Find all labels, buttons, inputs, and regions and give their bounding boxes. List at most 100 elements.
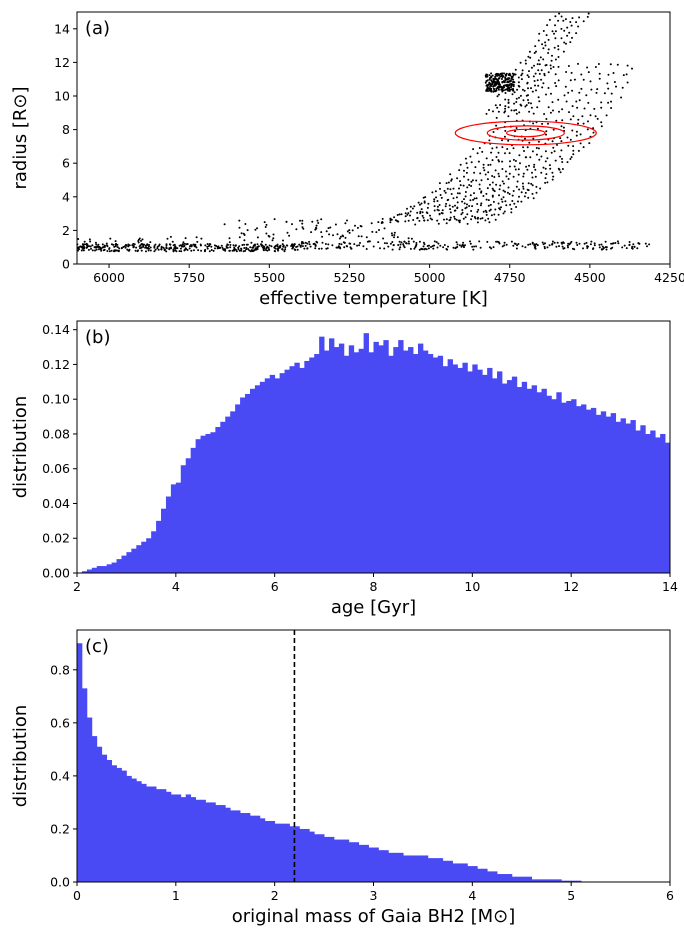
panel-a-point: [590, 88, 593, 91]
panel-a-point: [557, 65, 560, 68]
panel-a-point: [494, 75, 497, 78]
panel-a-point: [511, 194, 514, 197]
panel-a-point: [523, 150, 525, 152]
panel-a-point: [172, 250, 175, 253]
panel-a-point: [560, 149, 563, 152]
panel-a-point: [486, 85, 489, 88]
panel-b-bar: [408, 347, 414, 573]
panel-a-point: [529, 156, 532, 159]
panel-a-point: [508, 165, 511, 168]
panel-c-bar: [230, 810, 236, 882]
panel-a-point: [443, 189, 446, 192]
panel-a-point: [582, 122, 585, 125]
panel-c-bar: [388, 852, 394, 882]
panel-a-point: [338, 237, 341, 240]
panel-a-point: [422, 196, 425, 199]
panel-a-point: [523, 195, 526, 198]
panel-a-point: [403, 246, 406, 249]
panel-a-point: [540, 171, 543, 174]
panel-a-point: [511, 93, 514, 96]
panel-a-point: [550, 92, 552, 95]
panel-a-point: [575, 21, 578, 24]
panel-b-x-ticks: 2 4 6 8 10 12 14: [73, 573, 678, 594]
panel-c-bar: [254, 815, 261, 882]
panel-a-point: [550, 59, 553, 62]
panel-a-point: [598, 72, 601, 75]
panel-a-point: [93, 246, 96, 249]
panel-a-point: [570, 24, 573, 27]
panel-b-bar: [393, 347, 399, 573]
panel-a-point: [445, 222, 448, 225]
panel-c-bar: [309, 831, 315, 882]
panel-a-point: [532, 112, 535, 115]
panel-a-point: [533, 163, 536, 166]
panel-a-point: [268, 244, 271, 247]
panel-a-point: [383, 242, 386, 245]
panel-a-point: [533, 166, 535, 168]
panel-c-bar: [215, 805, 221, 882]
panel-a-point: [460, 213, 463, 216]
panel-a-point: [460, 245, 463, 248]
panel-a-point: [527, 243, 530, 246]
panel-a-point: [544, 181, 547, 184]
panel-b-bar: [571, 399, 577, 573]
panel-c-bars: [77, 643, 582, 882]
panel-a-point: [497, 241, 500, 244]
panel-c-bar: [546, 879, 552, 882]
panel-a-point: [479, 172, 482, 175]
panel-a-point: [462, 241, 465, 244]
panel-a-point: [559, 137, 562, 140]
panel-b-bar: [417, 343, 424, 573]
panel-a-point: [497, 93, 500, 96]
panel-a-point: [505, 243, 508, 246]
panel-a-point: [326, 247, 329, 250]
panel-a-point: [495, 87, 498, 90]
panel-c-bar: [146, 786, 152, 882]
panel-a-point: [489, 163, 492, 166]
panel-a-point: [476, 152, 479, 155]
panel-a-point: [447, 181, 450, 184]
panel-a-point: [304, 241, 307, 244]
panel-c-bar: [492, 871, 498, 882]
panel-a-point: [565, 71, 568, 73]
panel-a-point: [498, 74, 501, 77]
panel-c-bar: [156, 789, 162, 882]
panel-a-point: [183, 242, 186, 245]
panel-a-point: [109, 237, 112, 240]
panel-c-bar: [501, 874, 508, 882]
panel-a-point: [561, 119, 564, 122]
panel-a-point: [497, 172, 500, 175]
panel-a-point: [568, 111, 570, 114]
panel-a-point: [497, 110, 500, 113]
panel-c-bar: [422, 855, 429, 882]
panel-a-point: [490, 76, 493, 79]
panel-a-point: [343, 246, 346, 249]
a-y-tick-label: 2: [62, 223, 70, 238]
panel-c-bar: [170, 794, 177, 882]
panel-a-point: [503, 72, 505, 75]
panel-a-point: [492, 200, 495, 203]
panel-a-point: [416, 211, 419, 214]
panel-a-point: [207, 245, 210, 248]
c-y-tick-label: 0.8: [50, 662, 70, 677]
panel-a-point: [429, 217, 432, 220]
panel-b-bar: [210, 432, 216, 573]
panel-a-point: [511, 200, 514, 202]
panel-a-point: [402, 243, 405, 246]
panel-a-point: [487, 90, 490, 92]
panel-a-point: [441, 212, 444, 215]
panel-a-point: [567, 246, 569, 249]
panel-a-point: [422, 245, 425, 248]
panel-a-point: [567, 91, 570, 94]
panel-c-bar: [487, 871, 493, 882]
panel-a-point: [578, 91, 581, 94]
panel-a-point: [424, 196, 427, 199]
panel-a-point: [154, 248, 157, 251]
panel-a-point: [112, 250, 115, 253]
panel-a-point: [610, 242, 613, 245]
panel-a-point: [165, 243, 168, 246]
panel-c-bar: [457, 863, 463, 882]
panel-b-bar: [116, 559, 122, 573]
panel-a-point: [459, 180, 461, 183]
panel-a-point: [543, 247, 546, 250]
